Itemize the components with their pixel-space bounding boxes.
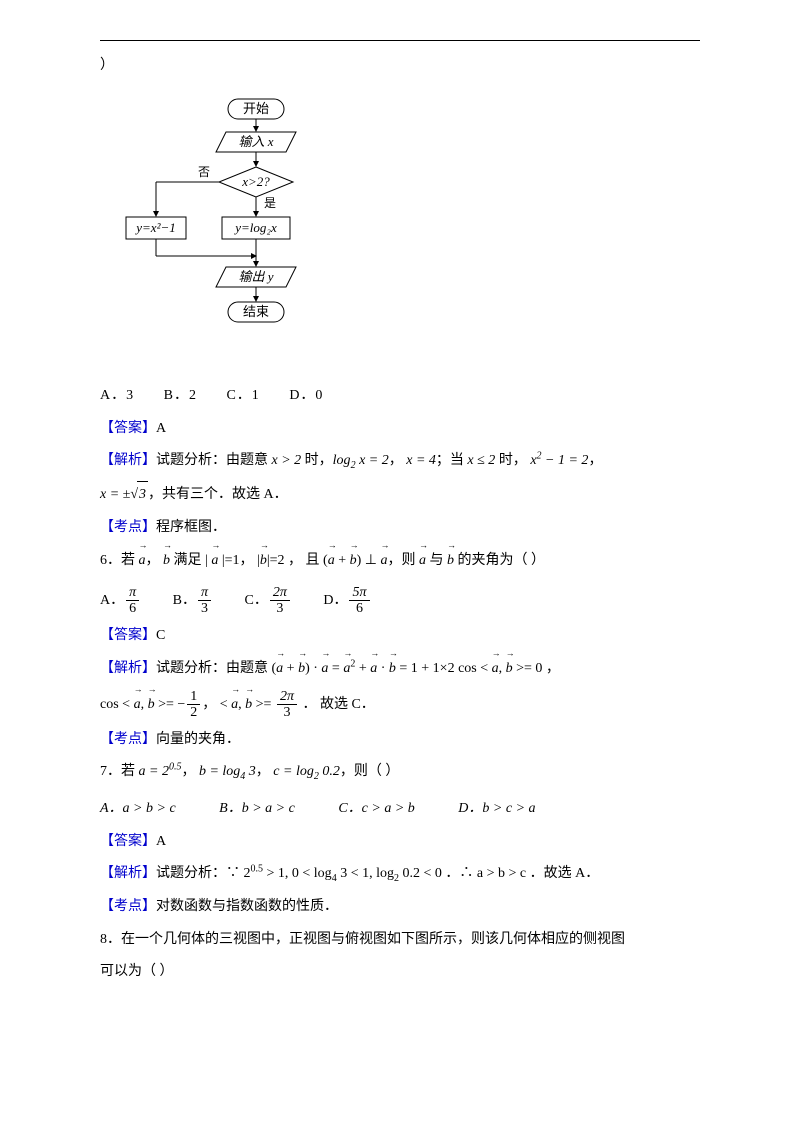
q6-topic: 【考点】向量的夹角． xyxy=(100,727,710,754)
q7-topic: 【考点】对数函数与指数函数的性质． xyxy=(100,894,710,921)
fc-no: 否 xyxy=(198,165,210,179)
flowchart-svg: 开始 输入 x x>2? 是 否 y=x²−1 y=log₂x 输出 y 结束 xyxy=(118,94,338,349)
q6-opt-d: D．5π6 xyxy=(323,585,371,617)
q6-parse-1: 【解析】试题分析：由题意 (a + b) · a = a2 + a · b = … xyxy=(100,655,710,683)
q7-opt-b: B．b > a > c xyxy=(219,796,295,823)
fc-output: 输出 y xyxy=(238,269,273,284)
q7-opt-c: C．c > a > b xyxy=(338,796,414,823)
q6-opt-b: B．π3 xyxy=(173,585,213,617)
q6-stem: 6．若 a， b 满足 | a |=1， |b|=2 ， 且 (a + b) ⊥… xyxy=(100,547,710,575)
q7-parse: 【解析】试题分析：∵ 20.5 > 1, 0 < log4 3 < 1, log… xyxy=(100,861,710,888)
q6-opt-a: A．π6 xyxy=(100,585,141,617)
q5-opt-b: B．2 xyxy=(164,383,197,410)
q7-stem: 7．若 a = 20.5， b = log4 3， c = log2 0.2，则… xyxy=(100,759,710,786)
q7-options: A．a > b > c B．b > a > c C．c > a > b D．b … xyxy=(100,796,710,823)
answer-tag: 【答案】 xyxy=(100,421,156,436)
q5-topic: 【考点】程序框图． xyxy=(100,515,710,542)
q6-parse-2: cos < a, b >= −12， < a, b >= 2π3 ． 故选 C． xyxy=(100,689,710,721)
q8-stem-1: 8．在一个几何体的三视图中，正视图与俯视图如下图所示，则该几何体相应的侧视图 xyxy=(100,927,710,954)
fc-input: 输入 x xyxy=(238,134,273,149)
q8-stem-2: 可以为（ ） xyxy=(100,959,710,986)
q5-opt-d: D．0 xyxy=(289,383,323,410)
fc-no-box: y=x²−1 xyxy=(134,220,175,235)
q5-answer: 【答案】A xyxy=(100,416,710,443)
q5-opt-a: A．3 xyxy=(100,383,134,410)
fc-start: 开始 xyxy=(243,101,269,116)
q7-opt-a: A．a > b > c xyxy=(100,796,176,823)
fc-yes: 是 xyxy=(264,196,276,210)
q5-options: A．3 B．2 C．1 D．0 xyxy=(100,383,710,410)
parse-tag: 【解析】 xyxy=(100,453,156,468)
q6-answer: 【答案】C xyxy=(100,623,710,650)
closing-paren: ） xyxy=(100,53,710,80)
top-rule xyxy=(100,40,700,41)
q7-opt-d: D．b > c > a xyxy=(458,796,535,823)
q5-parse-2: x = ±√3，共有三个．故选 A． xyxy=(100,481,710,509)
q5-parse-1: 【解析】试题分析：由题意 x > 2 时，log2 x = 2， x = 4；当… xyxy=(100,448,710,475)
fc-end: 结束 xyxy=(243,304,269,319)
fc-cond: x>2? xyxy=(241,174,270,189)
fc-yes-box: y=log₂x xyxy=(233,220,277,235)
q5-opt-c: C．1 xyxy=(226,383,259,410)
q6-options: A．π6 B．π3 C．2π3 D．5π6 xyxy=(100,585,710,617)
q5-ans: A xyxy=(156,421,166,436)
q7-answer: 【答案】A xyxy=(100,829,710,856)
topic-tag: 【考点】 xyxy=(100,520,156,535)
q6-opt-c: C．2π3 xyxy=(245,585,292,617)
